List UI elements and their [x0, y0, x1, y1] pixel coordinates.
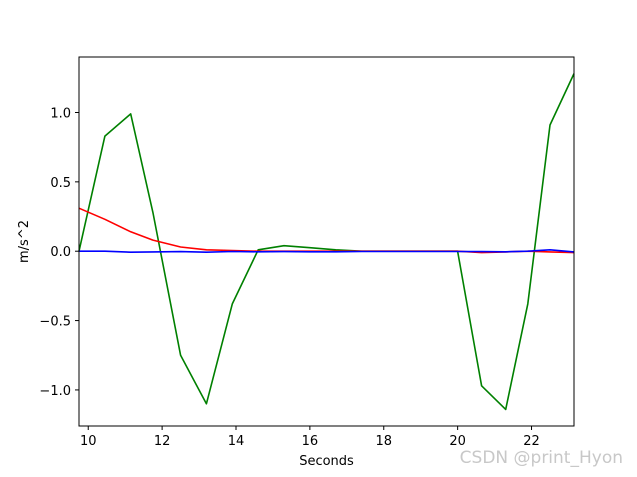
y-tick-label: −0.5: [39, 315, 71, 330]
x-tick-label: 22: [523, 434, 540, 449]
y-tick-label: 0.0: [50, 245, 71, 260]
x-tick-label: 12: [154, 434, 171, 449]
y-tick-label: 0.5: [50, 176, 71, 191]
y-tick-label: −1.0: [39, 384, 71, 399]
plot-frame: [78, 56, 575, 427]
x-axis-label: Seconds: [299, 454, 354, 469]
y-tick-label: 1.0: [50, 106, 71, 121]
series-line: [79, 249, 575, 253]
x-tick-label: 14: [228, 434, 245, 449]
x-tick-label: 18: [375, 434, 392, 449]
watermark: CSDN @print_Hyon: [459, 448, 623, 468]
x-tick-label: 10: [80, 434, 97, 449]
y-axis-label: m/s^2: [17, 220, 32, 263]
series-line: [78, 73, 575, 411]
axis-ticks: 10 12 14 16 18 20 22 −1.0 −0.5 0.0 0.5 1.0: [39, 106, 539, 449]
x-tick-label: 16: [302, 434, 319, 449]
series-lines: [78, 73, 575, 411]
x-tick-label: 20: [449, 434, 466, 449]
